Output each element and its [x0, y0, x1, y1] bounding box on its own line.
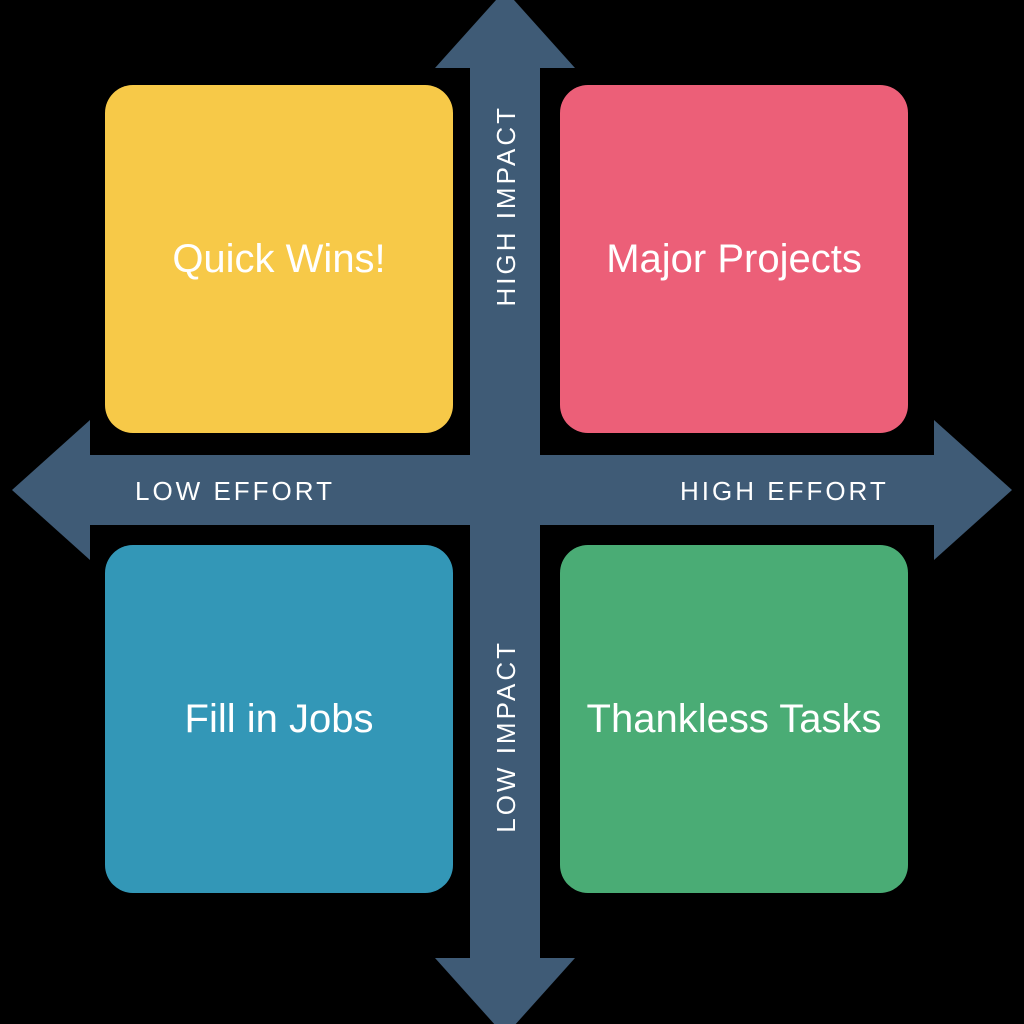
axis-label-high-effort: HIGH EFFORT: [680, 476, 889, 507]
impact-effort-matrix: LOW EFFORT HIGH EFFORT HIGH IMPACT LOW I…: [0, 0, 1024, 1024]
arrow-down-icon: [435, 958, 575, 1024]
quadrant-fill-in-jobs: Fill in Jobs: [105, 545, 453, 893]
arrow-up-icon: [435, 0, 575, 68]
axis-label-high-impact: HIGH IMPACT: [491, 105, 522, 307]
axis-label-low-impact: LOW IMPACT: [491, 640, 522, 833]
arrow-right-icon: [934, 420, 1012, 560]
quadrant-thankless-tasks: Thankless Tasks: [560, 545, 908, 893]
quadrant-quick-wins: Quick Wins!: [105, 85, 453, 433]
axis-label-low-effort: LOW EFFORT: [135, 476, 335, 507]
quadrant-major-projects: Major Projects: [560, 85, 908, 433]
arrow-left-icon: [12, 420, 90, 560]
